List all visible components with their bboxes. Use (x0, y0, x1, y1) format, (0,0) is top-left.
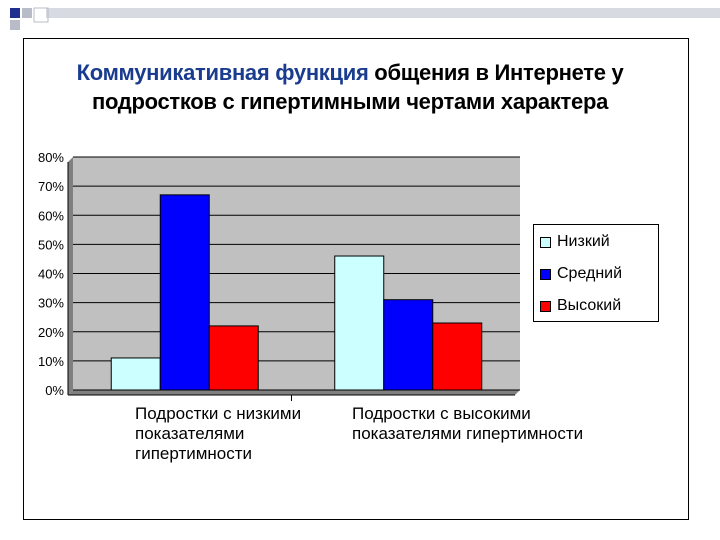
bar-Средний (159, 194, 210, 391)
bar-Высокий (432, 322, 483, 391)
bar-Средний (383, 299, 434, 391)
legend-swatch (540, 236, 551, 248)
y-tick-label: 50% (38, 237, 64, 252)
legend-swatch (540, 268, 551, 280)
legend-label: Средний (557, 265, 623, 282)
bar-Высокий (208, 325, 259, 391)
y-tick-label: 60% (38, 208, 64, 223)
chart-legend: Низкий Средний Высокий (533, 224, 659, 322)
y-tick-label: 80% (38, 150, 64, 165)
plot-depth-bottom (68, 390, 520, 395)
y-tick-label: 0% (45, 383, 64, 398)
category-label: Подростки с низкими показателями гипертимн… (135, 404, 301, 464)
legend-label: Высокий (557, 297, 622, 314)
category-label: Подростки с высокими показателями гиперти… (352, 404, 583, 444)
y-tick-label: 30% (38, 296, 64, 311)
category-label-line: показателями гипертимности (352, 424, 584, 443)
decor-square-blue (10, 8, 20, 18)
decor-square-gray (22, 8, 32, 18)
category-label-line: гипертимности (135, 444, 253, 463)
y-tick-label: 70% (38, 179, 64, 194)
legend-item: Низкий (540, 231, 610, 253)
category-label-line: Подростки с высокими (352, 404, 531, 423)
legend-swatch (540, 300, 551, 312)
title-rest: общения в Интернете у (368, 60, 624, 85)
legend-item: Высокий (540, 295, 621, 317)
bar-Низкий (110, 357, 161, 391)
title-line-2: подростков с гипертимными чертами характ… (91, 89, 609, 114)
legend-item: Средний (540, 263, 622, 285)
legend-label: Низкий (557, 233, 610, 250)
decor-band (46, 8, 720, 18)
chart-title: Коммуникативная функция общения в Интерн… (60, 58, 640, 116)
y-tick-label: 40% (38, 267, 64, 282)
title-highlight: Коммуникативная функция (76, 60, 369, 85)
bar-Низкий (334, 255, 385, 391)
y-tick-label: 20% (38, 325, 64, 340)
plot-depth-left (68, 157, 73, 395)
decor-square-gray-2 (10, 20, 20, 30)
y-tick-label: 10% (38, 354, 64, 369)
corner-decoration (10, 7, 720, 30)
category-label-line: показателями (135, 424, 245, 443)
category-label-line: Подростки с низкими (135, 404, 302, 423)
